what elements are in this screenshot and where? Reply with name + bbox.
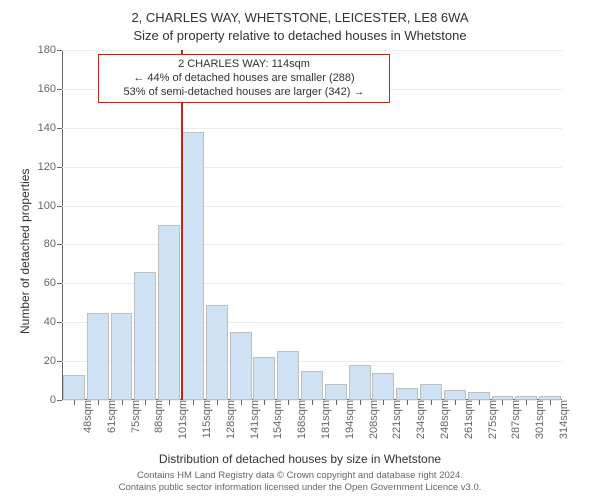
- histogram-bar: [420, 384, 442, 400]
- x-tick-label: 181sqm: [316, 400, 332, 439]
- x-tick-label: 275sqm: [483, 400, 499, 439]
- x-tick-label: 314sqm: [554, 400, 570, 439]
- histogram-bar: [468, 392, 490, 400]
- x-tick-mark: [502, 400, 503, 405]
- histogram-bar: [277, 351, 299, 400]
- attribution-line-2: Contains public sector information licen…: [0, 482, 600, 494]
- x-tick-mark: [288, 400, 289, 405]
- chart-title-address: 2, CHARLES WAY, WHETSTONE, LEICESTER, LE…: [0, 10, 600, 25]
- x-tick-label: 168sqm: [292, 400, 308, 439]
- x-tick-mark: [431, 400, 432, 405]
- y-tick-mark: [57, 89, 62, 90]
- x-tick-mark: [193, 400, 194, 405]
- x-tick-label: 115sqm: [197, 400, 213, 438]
- x-tick-label: 221sqm: [387, 400, 403, 439]
- y-tick-mark: [57, 206, 62, 207]
- x-tick-label: 234sqm: [411, 400, 427, 439]
- x-tick-label: 61sqm: [102, 400, 118, 433]
- x-tick-mark: [217, 400, 218, 405]
- histogram-bar: [396, 388, 418, 400]
- x-tick-mark: [169, 400, 170, 405]
- x-tick-label: 194sqm: [340, 400, 356, 439]
- x-tick-label: 154sqm: [268, 400, 284, 439]
- histogram-bar: [372, 373, 394, 400]
- x-tick-mark: [336, 400, 337, 405]
- y-tick-mark: [57, 283, 62, 284]
- histogram-bar: [63, 375, 85, 400]
- histogram-bar: [111, 313, 133, 401]
- x-tick-mark: [264, 400, 265, 405]
- y-tick-mark: [57, 167, 62, 168]
- histogram-bar: [158, 225, 180, 400]
- x-tick-mark: [122, 400, 123, 405]
- x-axis-label: Distribution of detached houses by size …: [0, 452, 600, 466]
- annotation-line-2: ← 44% of detached houses are smaller (28…: [105, 72, 383, 86]
- x-tick-label: 88sqm: [149, 400, 165, 433]
- gridline: [62, 167, 562, 168]
- y-tick-mark: [57, 244, 62, 245]
- gridline: [62, 206, 562, 207]
- annotation-line-3: 53% of semi-detached houses are larger (…: [105, 86, 383, 100]
- histogram-bar: [253, 357, 275, 400]
- y-tick-mark: [57, 400, 62, 401]
- x-tick-label: 261sqm: [459, 400, 475, 439]
- x-tick-label: 248sqm: [435, 400, 451, 439]
- x-tick-label: 128sqm: [221, 400, 237, 439]
- y-tick-mark: [57, 50, 62, 51]
- x-tick-label: 301sqm: [530, 400, 546, 439]
- gridline: [62, 244, 562, 245]
- y-axis-line: [62, 50, 63, 400]
- x-tick-mark: [550, 400, 551, 405]
- histogram-bar: [206, 305, 228, 400]
- x-tick-mark: [479, 400, 480, 405]
- x-tick-mark: [455, 400, 456, 405]
- histogram-bar: [325, 384, 347, 400]
- x-tick-mark: [145, 400, 146, 405]
- x-tick-mark: [407, 400, 408, 405]
- histogram-bar: [230, 332, 252, 400]
- histogram-bar: [444, 390, 466, 400]
- y-tick-mark: [57, 128, 62, 129]
- gridline: [62, 50, 562, 51]
- x-tick-label: 208sqm: [364, 400, 380, 439]
- gridline: [62, 128, 562, 129]
- attribution-line-1: Contains HM Land Registry data © Crown c…: [0, 470, 600, 482]
- annotation-line-1: 2 CHARLES WAY: 114sqm: [105, 58, 383, 72]
- x-tick-label: 75sqm: [126, 400, 142, 433]
- x-tick-mark: [74, 400, 75, 405]
- x-tick-mark: [360, 400, 361, 405]
- histogram-bar: [134, 272, 156, 400]
- annotation-box: 2 CHARLES WAY: 114sqm← 44% of detached h…: [98, 54, 390, 103]
- chart-container: { "layout": { "title1_top": 10, "title2_…: [0, 0, 600, 500]
- x-tick-label: 287sqm: [506, 400, 522, 439]
- attribution-footer: Contains HM Land Registry data © Crown c…: [0, 470, 600, 494]
- y-tick-mark: [57, 322, 62, 323]
- histogram-bar: [182, 132, 204, 400]
- histogram-bar: [301, 371, 323, 400]
- x-tick-mark: [241, 400, 242, 405]
- x-tick-mark: [383, 400, 384, 405]
- x-tick-label: 101sqm: [173, 400, 189, 439]
- x-tick-mark: [526, 400, 527, 405]
- histogram-bar: [349, 365, 371, 400]
- x-tick-label: 48sqm: [78, 400, 94, 433]
- x-tick-label: 141sqm: [245, 400, 261, 439]
- y-tick-mark: [57, 361, 62, 362]
- plot-area: 02040608010012014016018048sqm61sqm75sqm8…: [62, 50, 562, 400]
- x-tick-mark: [312, 400, 313, 405]
- y-axis-label: Number of detached properties: [18, 169, 32, 334]
- x-tick-mark: [98, 400, 99, 405]
- chart-title-subtitle: Size of property relative to detached ho…: [0, 28, 600, 43]
- histogram-bar: [87, 313, 109, 401]
